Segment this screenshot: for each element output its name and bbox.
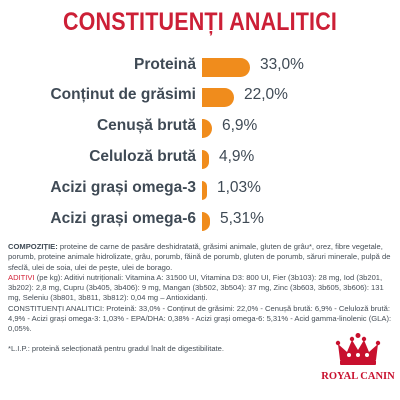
logo-wordmark: ROYAL CANIN [321, 371, 395, 382]
constituent-label: Acizi grași omega-6 [50, 210, 196, 227]
constituent-label: Cenușă brută [96, 117, 196, 134]
royal-canin-crown-logo: ROYAL CANIN [321, 333, 395, 382]
constituent-value: 1,03% [217, 179, 261, 196]
constituent-bar [202, 150, 209, 169]
constituent-row: Conținut de grăsimi 22,0% [0, 85, 400, 109]
constituent-row: Acizi grași omega-6 5,31% [0, 209, 400, 233]
constituent-label: Proteină [133, 56, 196, 73]
constituent-bar [202, 58, 250, 77]
additives-body: (pe kg): Aditivi nutriționali: Vitamina … [8, 272, 384, 303]
constituent-row: Celuloză brută 4,9% [0, 147, 400, 171]
constituent-value: 22,0% [244, 86, 288, 103]
constituent-label: Conținut de grăsimi [50, 86, 196, 103]
analytic-summary: CONSTITUENȚI ANALITICI: Proteină: 33,0% … [8, 303, 392, 334]
page-title: CONSTITUENȚI ANALITICI [62, 8, 338, 36]
constituent-bar [202, 212, 210, 231]
composition-paragraph: COMPOZIȚIE: proteine de carne de pasăre … [8, 242, 392, 273]
constituent-bar [202, 181, 207, 200]
constituents-list: Proteină 33,0% Conținut de grăsimi 22,0%… [0, 55, 400, 233]
constituent-row: Acizi grași omega-3 1,03% [0, 178, 400, 202]
additives-heading: ADITIVI [8, 272, 35, 282]
lip-note: *L.I.P.: proteină selecționată pentru gr… [8, 343, 225, 353]
constituent-bar [202, 119, 212, 138]
constituent-value: 33,0% [260, 56, 304, 73]
constituent-label: Acizi grași omega-3 [50, 179, 196, 196]
constituent-value: 4,9% [219, 148, 255, 165]
constituent-label: Celuloză brută [89, 148, 196, 165]
constituent-row: Proteină 33,0% [0, 55, 400, 79]
constituent-value: 5,31% [220, 210, 264, 227]
composition-body: proteine de carne de pasăre deshidratată… [8, 242, 391, 272]
additives-paragraph: ADITIVI (pe kg): Aditivi nutriționali: V… [8, 273, 392, 304]
constituent-bar [202, 88, 234, 107]
composition-heading: COMPOZIȚIE: [8, 242, 58, 251]
constituent-row: Cenușă brută 6,9% [0, 116, 400, 140]
constituent-value: 6,9% [222, 117, 258, 134]
composition-block: COMPOZIȚIE: proteine de carne de pasăre … [8, 242, 392, 354]
